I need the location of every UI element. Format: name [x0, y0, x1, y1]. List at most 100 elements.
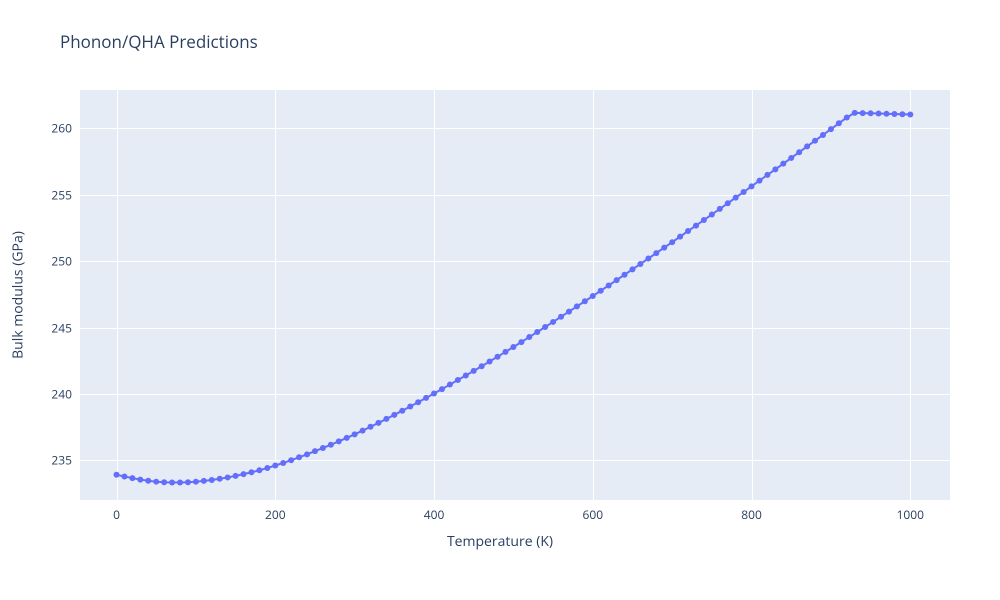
- data-marker[interactable]: [701, 217, 707, 223]
- data-marker[interactable]: [796, 149, 802, 155]
- data-marker[interactable]: [137, 477, 143, 483]
- data-marker[interactable]: [836, 120, 842, 126]
- plot-area[interactable]: [80, 90, 950, 500]
- data-marker[interactable]: [185, 479, 191, 485]
- data-marker[interactable]: [439, 386, 445, 392]
- data-marker[interactable]: [876, 111, 882, 117]
- data-marker[interactable]: [217, 476, 223, 482]
- data-marker[interactable]: [534, 329, 540, 335]
- data-marker[interactable]: [788, 155, 794, 161]
- data-marker[interactable]: [177, 479, 183, 485]
- data-marker[interactable]: [677, 234, 683, 240]
- data-marker[interactable]: [733, 195, 739, 201]
- data-marker[interactable]: [804, 143, 810, 149]
- data-marker[interactable]: [772, 166, 778, 172]
- data-marker[interactable]: [391, 412, 397, 418]
- data-marker[interactable]: [764, 172, 770, 178]
- data-marker[interactable]: [487, 358, 493, 364]
- data-marker[interactable]: [574, 303, 580, 309]
- data-marker[interactable]: [241, 471, 247, 477]
- data-marker[interactable]: [312, 448, 318, 454]
- data-marker[interactable]: [709, 211, 715, 217]
- data-marker[interactable]: [344, 435, 350, 441]
- data-marker[interactable]: [407, 403, 413, 409]
- data-marker[interactable]: [248, 469, 254, 475]
- data-marker[interactable]: [233, 473, 239, 479]
- data-marker[interactable]: [526, 334, 532, 340]
- data-marker[interactable]: [225, 474, 231, 480]
- data-marker[interactable]: [447, 382, 453, 388]
- data-marker[interactable]: [780, 161, 786, 167]
- data-marker[interactable]: [455, 377, 461, 383]
- data-marker[interactable]: [161, 479, 167, 485]
- data-marker[interactable]: [518, 339, 524, 345]
- data-marker[interactable]: [375, 420, 381, 426]
- data-marker[interactable]: [693, 223, 699, 229]
- data-marker[interactable]: [653, 250, 659, 256]
- data-marker[interactable]: [637, 261, 643, 267]
- data-marker[interactable]: [550, 319, 556, 325]
- data-marker[interactable]: [288, 457, 294, 463]
- data-marker[interactable]: [479, 363, 485, 369]
- data-marker[interactable]: [852, 110, 858, 116]
- data-marker[interactable]: [741, 189, 747, 195]
- data-marker[interactable]: [264, 465, 270, 471]
- data-marker[interactable]: [121, 474, 127, 480]
- data-marker[interactable]: [320, 445, 326, 451]
- data-marker[interactable]: [169, 479, 175, 485]
- data-marker[interactable]: [502, 349, 508, 355]
- data-marker[interactable]: [868, 110, 874, 116]
- data-marker[interactable]: [614, 277, 620, 283]
- data-marker[interactable]: [129, 475, 135, 481]
- data-marker[interactable]: [145, 478, 151, 484]
- data-marker[interactable]: [907, 112, 913, 118]
- data-marker[interactable]: [383, 416, 389, 422]
- data-marker[interactable]: [423, 395, 429, 401]
- data-marker[interactable]: [328, 442, 334, 448]
- data-marker[interactable]: [360, 428, 366, 434]
- data-marker[interactable]: [304, 451, 310, 457]
- data-marker[interactable]: [471, 368, 477, 374]
- data-marker[interactable]: [510, 344, 516, 350]
- data-marker[interactable]: [280, 460, 286, 466]
- data-marker[interactable]: [629, 266, 635, 272]
- data-marker[interactable]: [606, 282, 612, 288]
- data-marker[interactable]: [495, 354, 501, 360]
- data-marker[interactable]: [256, 467, 262, 473]
- data-marker[interactable]: [463, 373, 469, 379]
- data-marker[interactable]: [193, 479, 199, 485]
- data-marker[interactable]: [352, 431, 358, 437]
- data-marker[interactable]: [844, 114, 850, 120]
- data-marker[interactable]: [542, 324, 548, 330]
- data-marker[interactable]: [756, 178, 762, 184]
- data-marker[interactable]: [669, 239, 675, 245]
- data-marker[interactable]: [114, 472, 120, 478]
- data-marker[interactable]: [590, 293, 596, 299]
- data-marker[interactable]: [209, 477, 215, 483]
- data-marker[interactable]: [558, 314, 564, 320]
- data-marker[interactable]: [820, 132, 826, 138]
- data-marker[interactable]: [566, 309, 572, 315]
- data-marker[interactable]: [725, 200, 731, 206]
- data-marker[interactable]: [645, 256, 651, 262]
- data-marker[interactable]: [749, 183, 755, 189]
- data-marker[interactable]: [582, 298, 588, 304]
- data-marker[interactable]: [336, 438, 342, 444]
- data-marker[interactable]: [860, 110, 866, 116]
- data-marker[interactable]: [899, 111, 905, 117]
- data-marker[interactable]: [828, 126, 834, 132]
- data-marker[interactable]: [368, 424, 374, 430]
- data-marker[interactable]: [272, 463, 278, 469]
- data-marker[interactable]: [399, 408, 405, 414]
- data-marker[interactable]: [431, 390, 437, 396]
- data-marker[interactable]: [685, 228, 691, 234]
- data-marker[interactable]: [622, 272, 628, 278]
- data-marker[interactable]: [661, 245, 667, 251]
- data-marker[interactable]: [598, 288, 604, 294]
- data-marker[interactable]: [717, 206, 723, 212]
- data-marker[interactable]: [201, 478, 207, 484]
- data-marker[interactable]: [296, 454, 302, 460]
- data-marker[interactable]: [884, 111, 890, 117]
- data-marker[interactable]: [153, 479, 159, 485]
- data-marker[interactable]: [812, 138, 818, 144]
